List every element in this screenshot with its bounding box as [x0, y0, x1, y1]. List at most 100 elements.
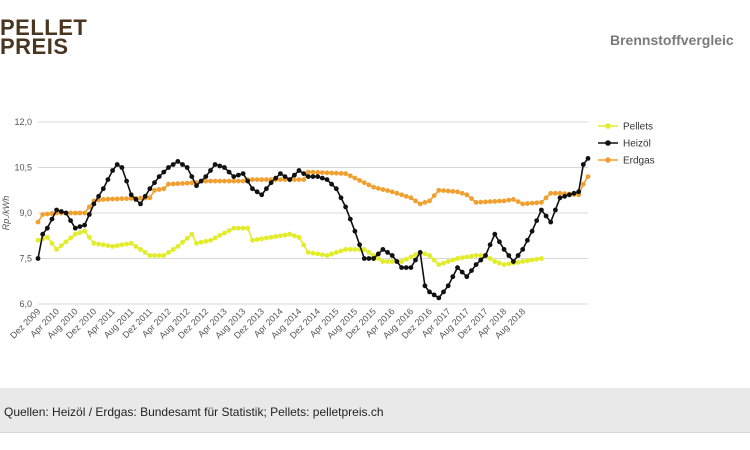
data-point-heizoel [91, 201, 97, 207]
data-point-pellets [445, 259, 451, 264]
data-point-heizoel [82, 222, 87, 228]
data-point-heizoel [77, 224, 83, 229]
data-point-erdgas [427, 198, 432, 204]
data-point-pellets [208, 237, 213, 243]
data-point-heizoel [147, 186, 153, 192]
data-point-pellets [35, 237, 41, 243]
data-point-pellets [44, 234, 50, 240]
data-point-erdgas [506, 197, 512, 203]
series-pellets [35, 225, 544, 267]
y-tick-label: 6,0 [19, 299, 32, 309]
series-line-heizoel [37, 157, 589, 299]
data-point-heizoel [385, 250, 390, 255]
data-point-pellets [539, 256, 544, 261]
data-point-heizoel [49, 216, 55, 222]
data-point-erdgas [539, 200, 544, 205]
data-point-heizoel [175, 159, 181, 164]
data-point-pellets [389, 259, 395, 264]
data-point-pellets [408, 254, 414, 260]
data-point-pellets [245, 225, 251, 231]
data-point-erdgas [483, 199, 488, 205]
data-point-erdgas [389, 189, 395, 195]
pelletpreis-logo[interactable]: PELLET PREIS [0, 17, 87, 58]
data-point-heizoel [105, 177, 111, 182]
data-point-pellets [161, 253, 167, 258]
data-point-heizoel [511, 259, 516, 264]
data-point-erdgas [357, 178, 362, 183]
data-point-erdgas [44, 211, 50, 217]
data-point-heizoel [473, 262, 479, 267]
data-point-erdgas [515, 199, 521, 204]
data-point-pellets [343, 247, 348, 252]
data-point-pellets [361, 247, 367, 252]
data-point-erdgas [296, 177, 302, 182]
data-point-erdgas [240, 178, 246, 184]
data-point-heizoel [380, 247, 386, 252]
data-point-erdgas [394, 190, 400, 196]
data-point-pellets [464, 254, 470, 260]
data-point-pellets [399, 259, 404, 264]
data-point-erdgas [301, 177, 307, 182]
data-point-heizoel [292, 172, 297, 178]
data-point-heizoel [539, 207, 544, 213]
data-point-erdgas [292, 177, 297, 182]
data-point-erdgas [450, 189, 456, 194]
data-point-heizoel [557, 195, 563, 201]
data-point-heizoel [236, 172, 241, 178]
data-point-heizoel [357, 242, 362, 248]
data-point-heizoel [296, 168, 302, 173]
data-point-heizoel [305, 174, 311, 179]
data-point-pellets [110, 244, 115, 249]
data-point-erdgas [324, 170, 330, 176]
data-point-erdgas [580, 181, 586, 187]
data-point-heizoel [100, 186, 106, 192]
data-point-erdgas [333, 170, 339, 176]
data-point-erdgas [35, 219, 41, 225]
data-point-erdgas [338, 171, 344, 176]
data-point-heizoel [441, 289, 446, 295]
data-point-erdgas [329, 170, 334, 176]
data-point-pellets [347, 247, 353, 252]
series-erdgas [35, 169, 591, 225]
data-point-heizoel [529, 228, 535, 234]
data-point-pellets [77, 230, 83, 236]
data-point-erdgas [175, 181, 181, 187]
data-point-pellets [198, 239, 204, 245]
legend-item-pellets: Pellets [598, 122, 653, 133]
data-point-pellets [119, 242, 125, 248]
data-point-erdgas [455, 189, 460, 195]
data-point-heizoel [166, 165, 171, 170]
data-point-erdgas [403, 193, 409, 199]
data-point-heizoel [273, 175, 279, 181]
data-point-heizoel [44, 225, 50, 231]
data-point-pellets [478, 253, 484, 258]
data-point-erdgas [548, 190, 554, 196]
data-point-pellets [441, 260, 446, 266]
data-point-heizoel [156, 174, 162, 179]
data-point-erdgas [119, 196, 125, 202]
data-point-erdgas [105, 196, 111, 202]
data-point-pellets [268, 234, 274, 240]
data-point-pellets [501, 262, 507, 267]
data-point-heizoel [324, 177, 330, 182]
data-point-heizoel [40, 231, 46, 237]
data-point-erdgas [399, 192, 404, 198]
data-point-heizoel [487, 242, 493, 248]
data-point-heizoel [478, 257, 484, 263]
data-point-heizoel [110, 168, 115, 173]
footer-divider [0, 432, 750, 433]
data-point-heizoel [515, 253, 521, 258]
data-point-pellets [58, 243, 64, 249]
data-point-heizoel [96, 193, 101, 199]
data-point-erdgas [525, 201, 530, 206]
data-point-heizoel [198, 178, 204, 184]
data-point-pellets [366, 250, 372, 255]
data-point-erdgas [180, 181, 185, 186]
data-point-heizoel [562, 193, 568, 199]
data-point-erdgas [469, 196, 474, 201]
data-point-erdgas [492, 199, 498, 204]
data-point-pellets [222, 230, 227, 236]
data-point-pellets [124, 241, 129, 247]
data-point-heizoel [119, 165, 125, 170]
